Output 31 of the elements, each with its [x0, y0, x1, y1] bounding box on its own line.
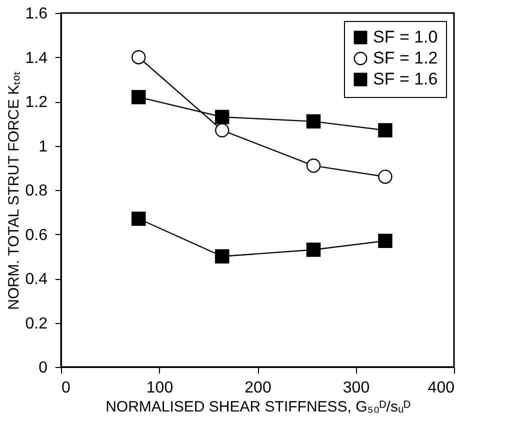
y-tick-label: 1.4 [25, 50, 48, 67]
x-tick-label: 300 [342, 380, 370, 396]
y-tick-label: 1.2 [25, 94, 48, 111]
y-tick-label: 1 [38, 138, 48, 156]
legend-label: SF = 1.2 [373, 48, 438, 68]
y-tick-label: 0.8 [25, 182, 48, 200]
point [378, 234, 392, 248]
point [132, 90, 146, 104]
legend-label: SF = 1.0 [373, 28, 438, 46]
point [306, 114, 321, 129]
point [378, 123, 392, 138]
point [306, 242, 321, 257]
y-axis-title: NORM. TOTAL STRUT FORCE Kₜₒₜ [5, 71, 22, 310]
y-tick-label: 0 [38, 360, 48, 376]
point [215, 110, 230, 124]
point [378, 170, 392, 184]
x-tick-label: 0 [62, 380, 70, 396]
x-tick-label: 200 [244, 380, 272, 396]
y-tick-label: 0.6 [25, 226, 48, 244]
point [132, 212, 146, 226]
y-tick-label: 1.6 [25, 6, 48, 22]
point [215, 249, 230, 264]
x-tick-label: 100 [146, 380, 174, 396]
y-tick-label: 0.4 [25, 271, 48, 288]
point [215, 123, 230, 138]
point [132, 50, 146, 64]
legend-label: SF = 1.6 [373, 70, 438, 88]
x-tick-label: 400 [428, 380, 455, 396]
point [306, 158, 321, 173]
y-tick-label: 0.2 [25, 315, 48, 332]
x-axis-title: NORMALISED SHEAR STIFFNESS, G₅₀ᴰ/sᵤᴰ [106, 398, 411, 416]
